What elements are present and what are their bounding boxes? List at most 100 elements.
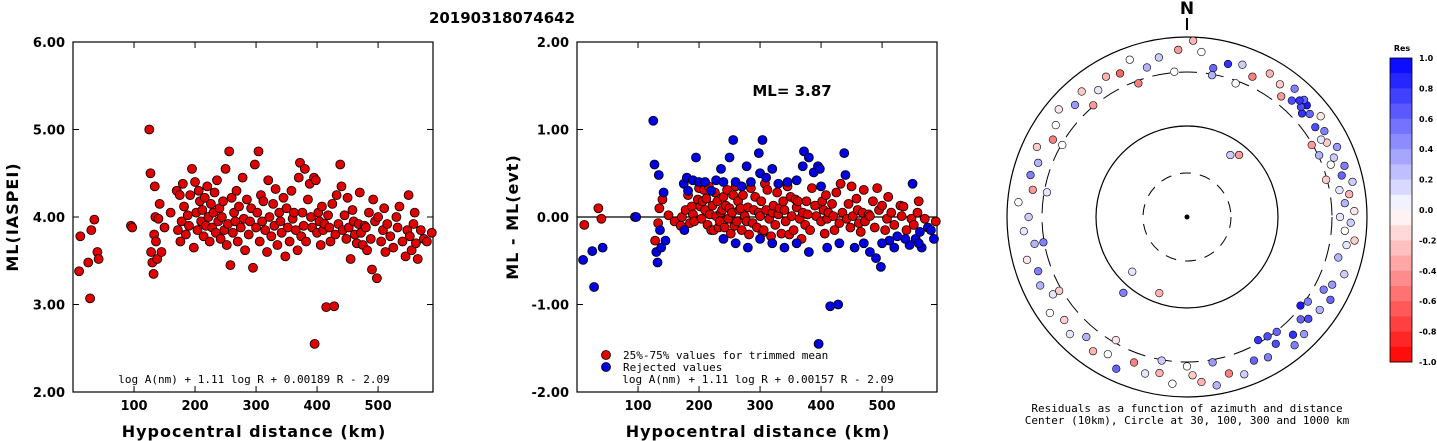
p2-x-tick-label: 300 xyxy=(746,399,773,414)
polar-residual-point xyxy=(1048,290,1058,299)
polar-residual-point xyxy=(1060,315,1069,325)
polar-residual-point xyxy=(1296,315,1305,324)
p1-point-red xyxy=(270,184,281,194)
p2-point-blue xyxy=(652,257,663,268)
polar-residual-point xyxy=(1342,241,1351,250)
p2-point-red xyxy=(755,211,765,222)
p2-point-blue xyxy=(889,242,900,253)
p2-point-red xyxy=(719,222,730,233)
polar-residual-point xyxy=(1209,63,1218,73)
p1-x-axis-label: Hypocentral distance (km) xyxy=(122,422,387,441)
p1-point-red xyxy=(177,178,188,189)
polar-residual-point xyxy=(1346,218,1355,227)
p1-point-red xyxy=(221,240,232,250)
p2-x-tick-label: 200 xyxy=(685,399,712,414)
polar-residual-point xyxy=(1157,356,1166,365)
p2-x-tick-label: 400 xyxy=(807,399,834,414)
polar-residual-point xyxy=(1335,186,1344,195)
legend-red-marker xyxy=(601,350,611,360)
p1-point-red xyxy=(243,229,254,240)
p1-x-tick-label: 100 xyxy=(120,399,147,414)
polar-residual-point xyxy=(1340,226,1349,235)
polar-residual-point xyxy=(1340,270,1349,279)
p1-point-red xyxy=(327,198,338,209)
p2-point-red xyxy=(758,225,769,236)
p2-point-red xyxy=(883,191,894,202)
polar-residual-point xyxy=(1182,362,1192,371)
p1-point-red xyxy=(290,225,301,236)
p2-point-blue xyxy=(782,177,793,187)
polar-residual-point xyxy=(1265,69,1274,78)
p1-point-red xyxy=(288,207,299,218)
polar-residual-point xyxy=(1089,101,1098,110)
polar-residual-point xyxy=(1103,350,1112,359)
polar-residual-point xyxy=(1296,301,1305,310)
p2-point-red xyxy=(930,216,941,227)
p1-point-red xyxy=(146,247,157,257)
colorbar-cell xyxy=(1390,286,1412,302)
p1-point-red xyxy=(376,236,387,247)
p1-point-red xyxy=(403,190,414,201)
p1-point-red xyxy=(182,210,193,221)
p1-point-red xyxy=(225,260,236,271)
colorbar-tick-label: -1.0 xyxy=(1419,358,1437,367)
p2-point-blue xyxy=(755,233,765,244)
p1-x-tick-label: 200 xyxy=(181,399,208,414)
polar-residual-point xyxy=(1088,347,1098,356)
p1-point-red xyxy=(180,229,191,240)
polar-residual-point xyxy=(1315,151,1324,160)
p1-point-red xyxy=(385,231,396,242)
p1-point-red xyxy=(254,236,265,247)
p1-point-red xyxy=(85,293,95,304)
colorbar-cell xyxy=(1390,149,1412,165)
p1-x-tick-label: 500 xyxy=(365,399,392,414)
ring-1000km xyxy=(1006,36,1368,398)
p2-point-blue xyxy=(683,185,693,196)
colorbar-cell xyxy=(1390,240,1412,257)
p1-point-red xyxy=(415,225,426,236)
p1-y-tick-label: 3.00 xyxy=(33,299,65,314)
p1-point-red xyxy=(317,201,327,212)
p1-point-red xyxy=(330,229,341,240)
p2-point-blue xyxy=(728,135,739,145)
p1-point-red xyxy=(245,216,255,227)
colorbar-tick-label: 0.6 xyxy=(1419,115,1434,124)
p2-point-red xyxy=(828,211,839,222)
p1-point-red xyxy=(400,251,411,262)
p1-point-red xyxy=(281,203,292,214)
p2-point-blue xyxy=(773,178,784,189)
p1-point-red xyxy=(364,207,374,218)
p1-point-red xyxy=(251,222,261,233)
p1-point-red xyxy=(75,231,86,242)
p1-point-red xyxy=(323,210,333,221)
colorbar-cell xyxy=(1390,316,1412,333)
p2-x-tick-label: 100 xyxy=(624,399,651,414)
p2-point-blue xyxy=(813,338,824,349)
p1-point-red xyxy=(406,245,417,256)
p2-point-red xyxy=(851,193,862,204)
polar-residual-point xyxy=(1277,92,1286,101)
p1-point-red xyxy=(237,172,248,183)
p1-point-red xyxy=(382,219,393,229)
p2-point-blue xyxy=(656,242,667,253)
p2-points xyxy=(578,115,941,349)
p1-point-red xyxy=(306,212,316,222)
p1-point-red xyxy=(234,201,244,212)
p2-x-axis-label: Hypocentral distance (km) xyxy=(626,422,891,441)
polar-residual-point xyxy=(1303,297,1313,306)
p1-point-red xyxy=(257,216,268,227)
p2-point-red xyxy=(843,198,854,209)
polar-residual-point xyxy=(1334,253,1343,262)
p1-point-red xyxy=(151,236,161,247)
p1-point-red xyxy=(373,212,383,222)
p1-point-red xyxy=(292,245,303,256)
colorbar-cell xyxy=(1390,118,1412,135)
p1-point-red xyxy=(345,254,356,264)
p2-point-blue xyxy=(900,233,911,244)
p1-point-red xyxy=(297,207,308,218)
colorbar-cells xyxy=(1389,57,1413,363)
p2-point-blue xyxy=(849,242,860,253)
p1-point-red xyxy=(397,236,408,247)
p1-point-red xyxy=(248,262,258,273)
p1-point-red xyxy=(336,181,347,192)
